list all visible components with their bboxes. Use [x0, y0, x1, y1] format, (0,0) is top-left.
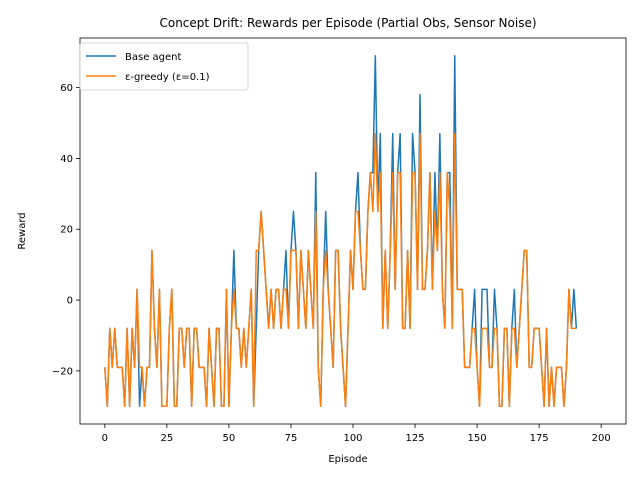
- legend-box: [79, 42, 249, 91]
- series-line-base-agent: [104, 54, 578, 408]
- x-tick-label: 175: [530, 433, 549, 444]
- y-tick-label: −20: [52, 366, 73, 377]
- x-tick-label: 50: [223, 433, 236, 444]
- x-tick-label: 125: [405, 433, 424, 444]
- x-tick-label: 75: [285, 433, 298, 444]
- legend: Base agent ε-greedy (ε=0.1): [79, 42, 249, 91]
- x-tick-label: 200: [592, 433, 611, 444]
- y-axis-label: Reward: [17, 212, 28, 249]
- y-axis: −20 0 20 40 60: [52, 83, 80, 377]
- plot-frame: [79, 37, 627, 425]
- x-tick-label: 25: [160, 433, 173, 444]
- chart-title: Concept Drift: Rewards per Episode (Part…: [159, 16, 536, 30]
- y-tick-label: 60: [60, 83, 73, 94]
- x-axis: 0 25 50 75 100 125 150 175 200: [102, 424, 611, 444]
- x-tick-label: 0: [102, 433, 108, 444]
- series-line-epsilon-greedy: [104, 132, 577, 408]
- x-axis-label: Episode: [328, 454, 367, 465]
- y-tick-label: 40: [60, 154, 73, 165]
- legend-label-base-agent: Base agent: [125, 52, 181, 63]
- y-tick-label: 20: [60, 225, 73, 236]
- plot-lines: [104, 54, 578, 408]
- legend-label-epsilon-greedy: ε-greedy (ε=0.1): [125, 72, 210, 83]
- x-tick-label: 150: [468, 433, 487, 444]
- y-tick-label: 0: [67, 296, 73, 307]
- x-tick-label: 100: [343, 433, 362, 444]
